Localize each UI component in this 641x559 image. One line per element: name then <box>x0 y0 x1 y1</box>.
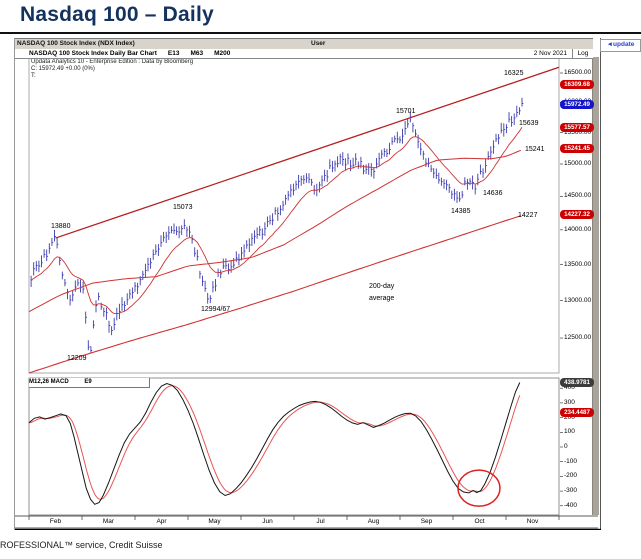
price-annotation-15639: 15639 <box>519 120 539 127</box>
price-annotation-14636: 14636 <box>483 190 503 197</box>
ma200-line <box>28 215 521 374</box>
macd-axis-label: 400 <box>564 384 575 392</box>
info-source-line: Updata Analytics 10 - Enterprise Edition… <box>31 59 194 65</box>
month-label-mar: Mar <box>102 518 115 525</box>
price-axis-label: 13000.00 <box>564 296 592 304</box>
macd-axis-label: -300 <box>564 487 578 495</box>
month-label-apr: Apr <box>156 518 167 525</box>
window-toolbar: NASDAQ 100 Stock Index Daily Bar Chart E… <box>15 49 593 59</box>
macd-axis-label: -200 <box>564 472 578 480</box>
macd-badge-red: 234.4487 <box>560 408 594 418</box>
macd-axis-label: 100 <box>564 428 575 436</box>
price-badge-blue: 15972.49 <box>560 99 594 109</box>
price-badge-red: 16309.68 <box>560 79 594 89</box>
price-badge-red: 14227.32 <box>560 209 594 219</box>
price-axis-label: 16500.00 <box>564 69 592 76</box>
chart-title: NASDAQ 100 Stock Index Daily Bar Chart <box>29 50 157 57</box>
month-label-sep: Sep <box>420 518 433 525</box>
price-axis-label: 14500.00 <box>564 192 592 200</box>
macd-signal-line <box>28 385 521 500</box>
chart-window: NASDAQ 100 Stock Index (NDX Index) User … <box>14 38 601 530</box>
macd-panel-header: M12,26 MACD E9 <box>29 378 150 388</box>
macd-line <box>28 382 521 505</box>
chart-date: 2 Nov 2021 <box>533 50 567 57</box>
price-axis-label: 14000.00 <box>564 225 592 233</box>
macd-label: M12,26 MACD <box>29 379 69 385</box>
price-plot-frame <box>28 56 560 374</box>
month-label-oct: Oct <box>474 518 485 525</box>
ema13-line <box>30 127 523 315</box>
price-axis-label: 13500.00 <box>564 260 592 268</box>
update-link[interactable]: ◄update <box>600 39 641 52</box>
info-t-line: T: <box>31 73 36 79</box>
macd-crossover-circle <box>457 469 501 507</box>
price-annotation-16325: 16325 <box>504 70 524 77</box>
month-label-jun: Jun <box>262 518 273 525</box>
ma63-line <box>28 149 521 313</box>
month-label-feb: Feb <box>49 518 62 525</box>
price-bars <box>30 97 524 354</box>
param-m200[interactable]: M200 <box>214 50 231 57</box>
title-underline <box>0 32 641 34</box>
vertical-scrollbar[interactable] <box>592 57 599 515</box>
price-annotation-1299467: 12994/67 <box>201 306 231 313</box>
macd-axis-label: 200 <box>564 413 575 421</box>
user-label: User <box>311 40 326 47</box>
price-annotation-14227: 14227 <box>518 212 538 219</box>
price-axis-label: 15500.00 <box>564 128 592 136</box>
resistance-trendline <box>55 66 560 239</box>
window-bottom-border <box>15 528 601 530</box>
price-axis-label: 15000.00 <box>564 159 592 167</box>
price-badge-red: 15241.45 <box>560 144 594 154</box>
log-scale-toggle[interactable]: Log <box>572 49 593 58</box>
macd-plot-frame <box>28 377 560 516</box>
macd-axis-label: -100 <box>564 457 578 465</box>
chart-canvas <box>15 56 601 530</box>
month-label-may: May <box>208 518 221 525</box>
price-annotation-200day: 200-day <box>369 283 395 290</box>
instrument-title: NASDAQ 100 Stock Index (NDX Index) <box>17 40 135 47</box>
price-axis-label: 12500.00 <box>564 334 592 342</box>
param-e13[interactable]: E13 <box>167 50 180 57</box>
chart-info-block: Updata Analytics 10 - Enterprise Edition… <box>31 59 193 80</box>
price-annotation-15701: 15701 <box>396 108 416 115</box>
price-badge-red: 15577.57 <box>560 123 594 133</box>
macd-axis-label: 0 <box>564 443 568 450</box>
info-close-line: C: 15972.49 +0.00 (0%) <box>31 66 95 72</box>
page-title: Nasdaq 100 – Daily <box>20 3 214 26</box>
month-label-aug: Aug <box>367 518 380 525</box>
price-annotation-13880: 13880 <box>51 223 71 230</box>
macd-axis-label: 300 <box>564 398 575 406</box>
price-annotation-14385: 14385 <box>451 208 471 215</box>
price-annotation-12209: 12209 <box>67 355 87 362</box>
price-annotation-15241: 15241 <box>525 146 545 153</box>
macd-badge-dark: 438.9781 <box>560 377 594 387</box>
price-annotation-15073: 15073 <box>173 204 193 211</box>
window-right-border <box>600 38 601 530</box>
footer-text: ROFESSIONAL™ service, Credit Suisse <box>0 540 163 550</box>
price-annotation-average: average <box>369 295 395 302</box>
month-label-jul: Jul <box>316 518 325 525</box>
month-label-nov: Nov <box>526 518 539 525</box>
macd-param: E9 <box>84 379 92 385</box>
macd-axis-label: -400 <box>564 501 578 509</box>
param-m63[interactable]: M63 <box>190 50 204 57</box>
